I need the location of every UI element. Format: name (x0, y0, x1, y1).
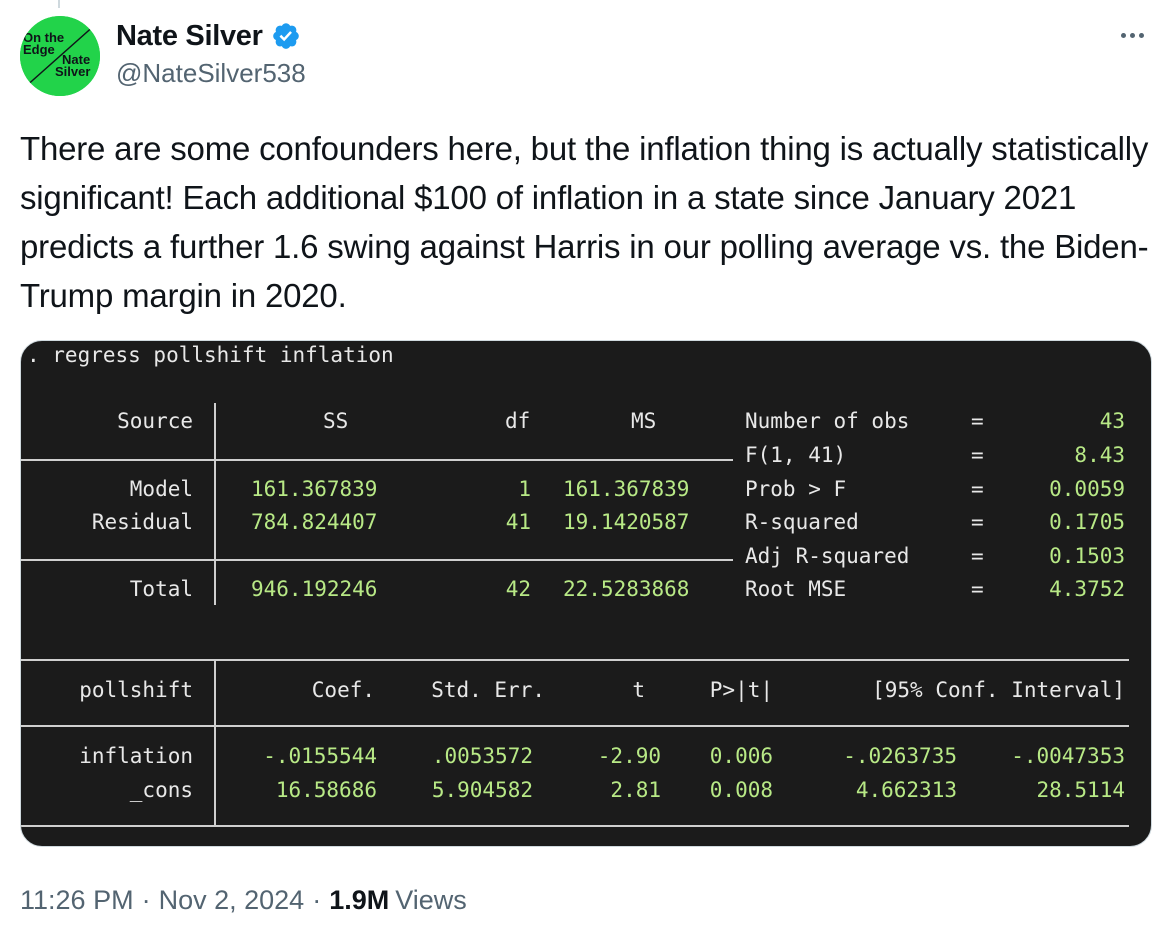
stata-output: . regress pollshift inflation Source SS … (21, 341, 1151, 846)
coef-divider-bottom (21, 825, 1129, 827)
more-options-button[interactable] (1110, 20, 1154, 50)
stat-eq: = (971, 443, 984, 467)
anova-df-total: 42 (505, 577, 531, 601)
anova-ss-total: 946.192246 (251, 577, 378, 601)
coef-value: 16.58686 (275, 778, 377, 802)
stat-value: 0.0059 (1049, 477, 1125, 501)
coef-divider-header (21, 725, 1129, 727)
coef-p: 0.008 (709, 778, 773, 802)
stat-label: Number of obs (745, 409, 910, 433)
avatar-text-1: On the (23, 30, 64, 45)
anova-divider-vertical (214, 403, 216, 605)
stat-label: Root MSE (745, 577, 847, 601)
coef-header-ci: [95% Conf. Interval] (872, 678, 1125, 702)
coef-header-p: P>|t| (709, 678, 773, 702)
coef-header-se: Std. Err. (431, 678, 545, 702)
anova-source-residual: Residual (91, 510, 193, 534)
tweet-time[interactable]: 11:26 PM (20, 884, 134, 915)
anova-header-df: df (505, 409, 531, 433)
coef-value: -.0155544 (263, 744, 377, 768)
coef-t: 2.81 (610, 778, 661, 802)
views-label: Views (395, 884, 467, 915)
coef-header-coef: Coef. (311, 678, 375, 702)
anova-source-total: Total (129, 577, 193, 601)
thread-connector-line (58, 0, 60, 8)
avatar[interactable]: On the Edge Nate Silver (20, 16, 100, 96)
stat-label: Adj R-squared (745, 544, 910, 568)
coef-name-inflation: inflation (79, 744, 193, 768)
stat-eq: = (971, 477, 984, 501)
views-count: 1.9M (329, 884, 390, 915)
anova-divider-horizontal (21, 459, 733, 461)
anova-header-source: Source (117, 409, 193, 433)
stat-value: 8.43 (1074, 443, 1125, 467)
stat-eq: = (971, 544, 984, 568)
anova-header-ss: SS (323, 409, 349, 433)
stat-label: R-squared (745, 510, 859, 534)
tweet-meta: 11:26 PM · Nov 2, 2024 · 1.9M Views (20, 880, 467, 920)
avatar-text-3: Nate (62, 52, 90, 67)
anova-ss-model: 161.367839 (251, 477, 378, 501)
anova-ss-residual: 784.824407 (251, 510, 378, 534)
avatar-text-4: Silver (55, 64, 90, 79)
stat-value: 43 (1099, 409, 1125, 433)
coef-divider-top (21, 659, 1129, 661)
display-name[interactable]: Nate Silver (116, 19, 263, 52)
anova-ms-residual: 19.1420587 (563, 510, 690, 534)
anova-source-model: Model (129, 477, 193, 501)
anova-df-residual: 41 (505, 510, 531, 534)
stat-value: 0.1503 (1049, 544, 1125, 568)
stat-label: Prob > F (745, 477, 847, 501)
stat-eq: = (971, 510, 984, 534)
coef-se: .0053572 (431, 744, 533, 768)
verified-badge-icon (271, 21, 301, 51)
more-dot-icon (1120, 32, 1126, 38)
tweet-date[interactable]: Nov 2, 2024 (158, 884, 305, 915)
stat-eq: = (971, 577, 984, 601)
anova-ms-model: 161.367839 (563, 477, 690, 501)
coef-divider-vertical (214, 659, 216, 827)
anova-header-ms: MS (631, 409, 657, 433)
command-line: . regress pollshift inflation (27, 343, 394, 367)
coef-header-depvar: pollshift (79, 678, 193, 702)
coef-header-t: t (632, 678, 645, 702)
coef-ci-low: 4.662313 (855, 778, 957, 802)
coef-ci-high: -.0047353 (1011, 744, 1125, 768)
stat-eq: = (971, 409, 984, 433)
coef-se: 5.904582 (431, 778, 533, 802)
anova-ms-total: 22.5283868 (563, 577, 690, 601)
author-handle[interactable]: @NateSilver538 (116, 58, 306, 88)
stat-value: 4.3752 (1049, 577, 1125, 601)
anova-divider-horizontal (21, 559, 733, 561)
coef-t: -2.90 (597, 744, 661, 768)
more-dot-icon (1138, 32, 1144, 38)
avatar-text-2: Edge (23, 42, 55, 57)
coef-ci-low: -.0263735 (843, 744, 957, 768)
coef-name-cons: _cons (129, 778, 193, 802)
author-name-row[interactable]: Nate Silver (116, 18, 301, 54)
meta-separator: · (312, 884, 322, 915)
tweet-media-image[interactable]: . regress pollshift inflation Source SS … (20, 340, 1152, 847)
more-dot-icon (1129, 32, 1135, 38)
coef-ci-high: 28.5114 (1036, 778, 1125, 802)
stat-label: F(1, 41) (745, 443, 847, 467)
stat-value: 0.1705 (1049, 510, 1125, 534)
coef-p: 0.006 (709, 744, 773, 768)
meta-separator: · (141, 884, 151, 915)
anova-df-model: 1 (518, 477, 531, 501)
tweet-text: There are some confounders here, but the… (20, 130, 1149, 314)
